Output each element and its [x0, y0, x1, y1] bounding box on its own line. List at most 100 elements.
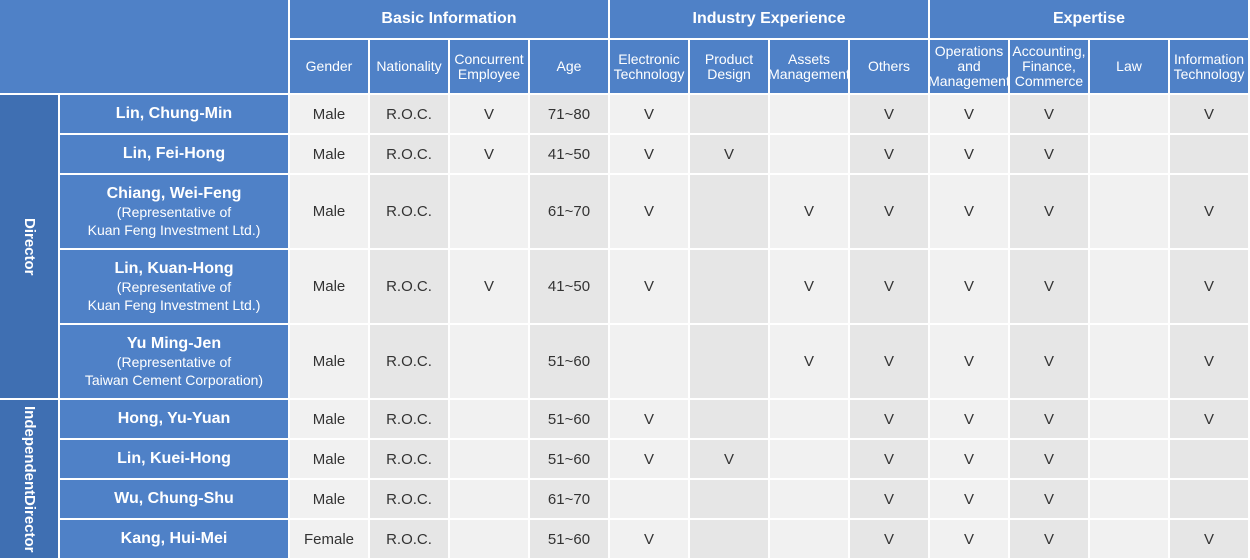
data-cell: V: [1170, 520, 1248, 558]
column-header: Assets Management: [770, 40, 848, 93]
column-header-line: Technology: [613, 65, 685, 82]
column-header-line: Design: [707, 65, 751, 82]
data-cell: V: [1170, 95, 1248, 133]
data-cell: R.O.C.: [370, 95, 448, 133]
group-header: Expertise: [930, 0, 1248, 38]
data-cell: [1170, 480, 1248, 518]
header-corner: [0, 0, 288, 93]
data-cell: R.O.C.: [370, 250, 448, 323]
data-cell: [1090, 135, 1168, 173]
category-label-line: Director: [21, 217, 38, 276]
data-cell: 71~80: [530, 95, 608, 133]
data-cell: Male: [290, 135, 368, 173]
data-cell: Male: [290, 250, 368, 323]
director-name: Chiang, Wei-Feng: [106, 184, 242, 202]
representative-line: (Representative of: [116, 203, 232, 220]
director-name: Lin, Kuei-Hong: [117, 450, 231, 467]
director-name: Lin, Chung-Min: [115, 105, 233, 122]
data-cell: [610, 325, 688, 398]
data-cell: Male: [290, 95, 368, 133]
data-cell: Male: [290, 480, 368, 518]
column-header: Nationality: [370, 40, 448, 93]
column-header-line: Information: [1173, 50, 1245, 67]
column-header-line: Management: [770, 65, 848, 82]
column-header: Product Design: [690, 40, 768, 93]
data-cell: V: [930, 440, 1008, 478]
data-cell: V: [930, 135, 1008, 173]
data-cell: V: [610, 440, 688, 478]
representative-line: (Representative of: [116, 353, 232, 370]
director-name: Hong, Yu-Yuan: [117, 410, 231, 427]
data-cell: [770, 95, 848, 133]
representative-line: Taiwan Cement Corporation): [84, 371, 264, 388]
director-name-cell: Wu, Chung-Shu: [60, 480, 288, 518]
column-header-line: Law: [1116, 58, 1142, 74]
data-cell: [450, 325, 528, 398]
column-header-line: Commerce: [1014, 73, 1084, 89]
column-header: Age: [530, 40, 608, 93]
data-cell: [770, 135, 848, 173]
column-header-line: Age: [556, 58, 582, 74]
column-header: Operations and Management: [930, 40, 1008, 93]
data-cell: [1090, 325, 1168, 398]
data-cell: 51~60: [530, 520, 608, 558]
data-cell: V: [770, 250, 848, 323]
data-cell: V: [850, 480, 928, 518]
data-cell: R.O.C.: [370, 175, 448, 248]
data-cell: [450, 520, 528, 558]
representative-line: Kuan Feng Investment Ltd.): [87, 296, 261, 313]
data-cell: [690, 250, 768, 323]
data-cell: V: [1170, 250, 1248, 323]
data-cell: [690, 480, 768, 518]
column-header-line: Technology: [1173, 65, 1245, 82]
data-cell: V: [450, 95, 528, 133]
director-name: Lin, Fei-Hong: [122, 145, 226, 162]
data-cell: V: [850, 95, 928, 133]
data-cell: V: [930, 95, 1008, 133]
data-cell: V: [610, 400, 688, 438]
column-header-line: Others: [867, 58, 910, 74]
data-cell: V: [610, 520, 688, 558]
column-header-line: Finance,: [1022, 58, 1076, 74]
column-header: Gender: [290, 40, 368, 93]
column-header-line: Gender: [305, 58, 353, 74]
director-name-cell: Lin, Kuan-Hong (Representative of Kuan Fen…: [60, 250, 288, 323]
director-name-cell: Yu Ming-Jen (Representative of Taiwan Ceme…: [60, 325, 288, 398]
data-cell: V: [1010, 135, 1088, 173]
column-header-line: Electronic: [618, 50, 680, 67]
data-cell: Male: [290, 175, 368, 248]
data-cell: V: [930, 480, 1008, 518]
data-cell: V: [850, 135, 928, 173]
group-header: Basic Information: [290, 0, 608, 38]
data-cell: V: [930, 400, 1008, 438]
data-cell: [1170, 135, 1248, 173]
data-cell: V: [1010, 250, 1088, 323]
data-cell: V: [1010, 325, 1088, 398]
data-cell: Male: [290, 325, 368, 398]
data-cell: V: [930, 175, 1008, 248]
column-header: Law: [1090, 40, 1168, 93]
data-cell: V: [1010, 520, 1088, 558]
group-header: Industry Experience: [610, 0, 928, 38]
data-cell: V: [610, 250, 688, 323]
data-cell: [1090, 440, 1168, 478]
data-cell: V: [1010, 400, 1088, 438]
column-header: Others: [850, 40, 928, 93]
director-name-cell: Kang, Hui-Mei: [60, 520, 288, 558]
data-cell: V: [450, 135, 528, 173]
data-cell: 51~60: [530, 325, 608, 398]
director-name-cell: Chiang, Wei-Feng (Representative of Kuan F…: [60, 175, 288, 248]
director-name: Yu Ming-Jen: [126, 334, 222, 352]
data-cell: [450, 440, 528, 478]
data-cell: V: [930, 250, 1008, 323]
data-cell: [690, 325, 768, 398]
data-cell: [1170, 440, 1248, 478]
director-name: Lin, Kuan-Hong: [114, 259, 234, 277]
column-header-line: Employee: [457, 65, 521, 82]
director-name-cell: Lin, Chung-Min: [60, 95, 288, 133]
category-label: Director: [0, 95, 58, 398]
column-header: Concurrent Employee: [450, 40, 528, 93]
data-cell: V: [930, 520, 1008, 558]
data-cell: V: [930, 325, 1008, 398]
